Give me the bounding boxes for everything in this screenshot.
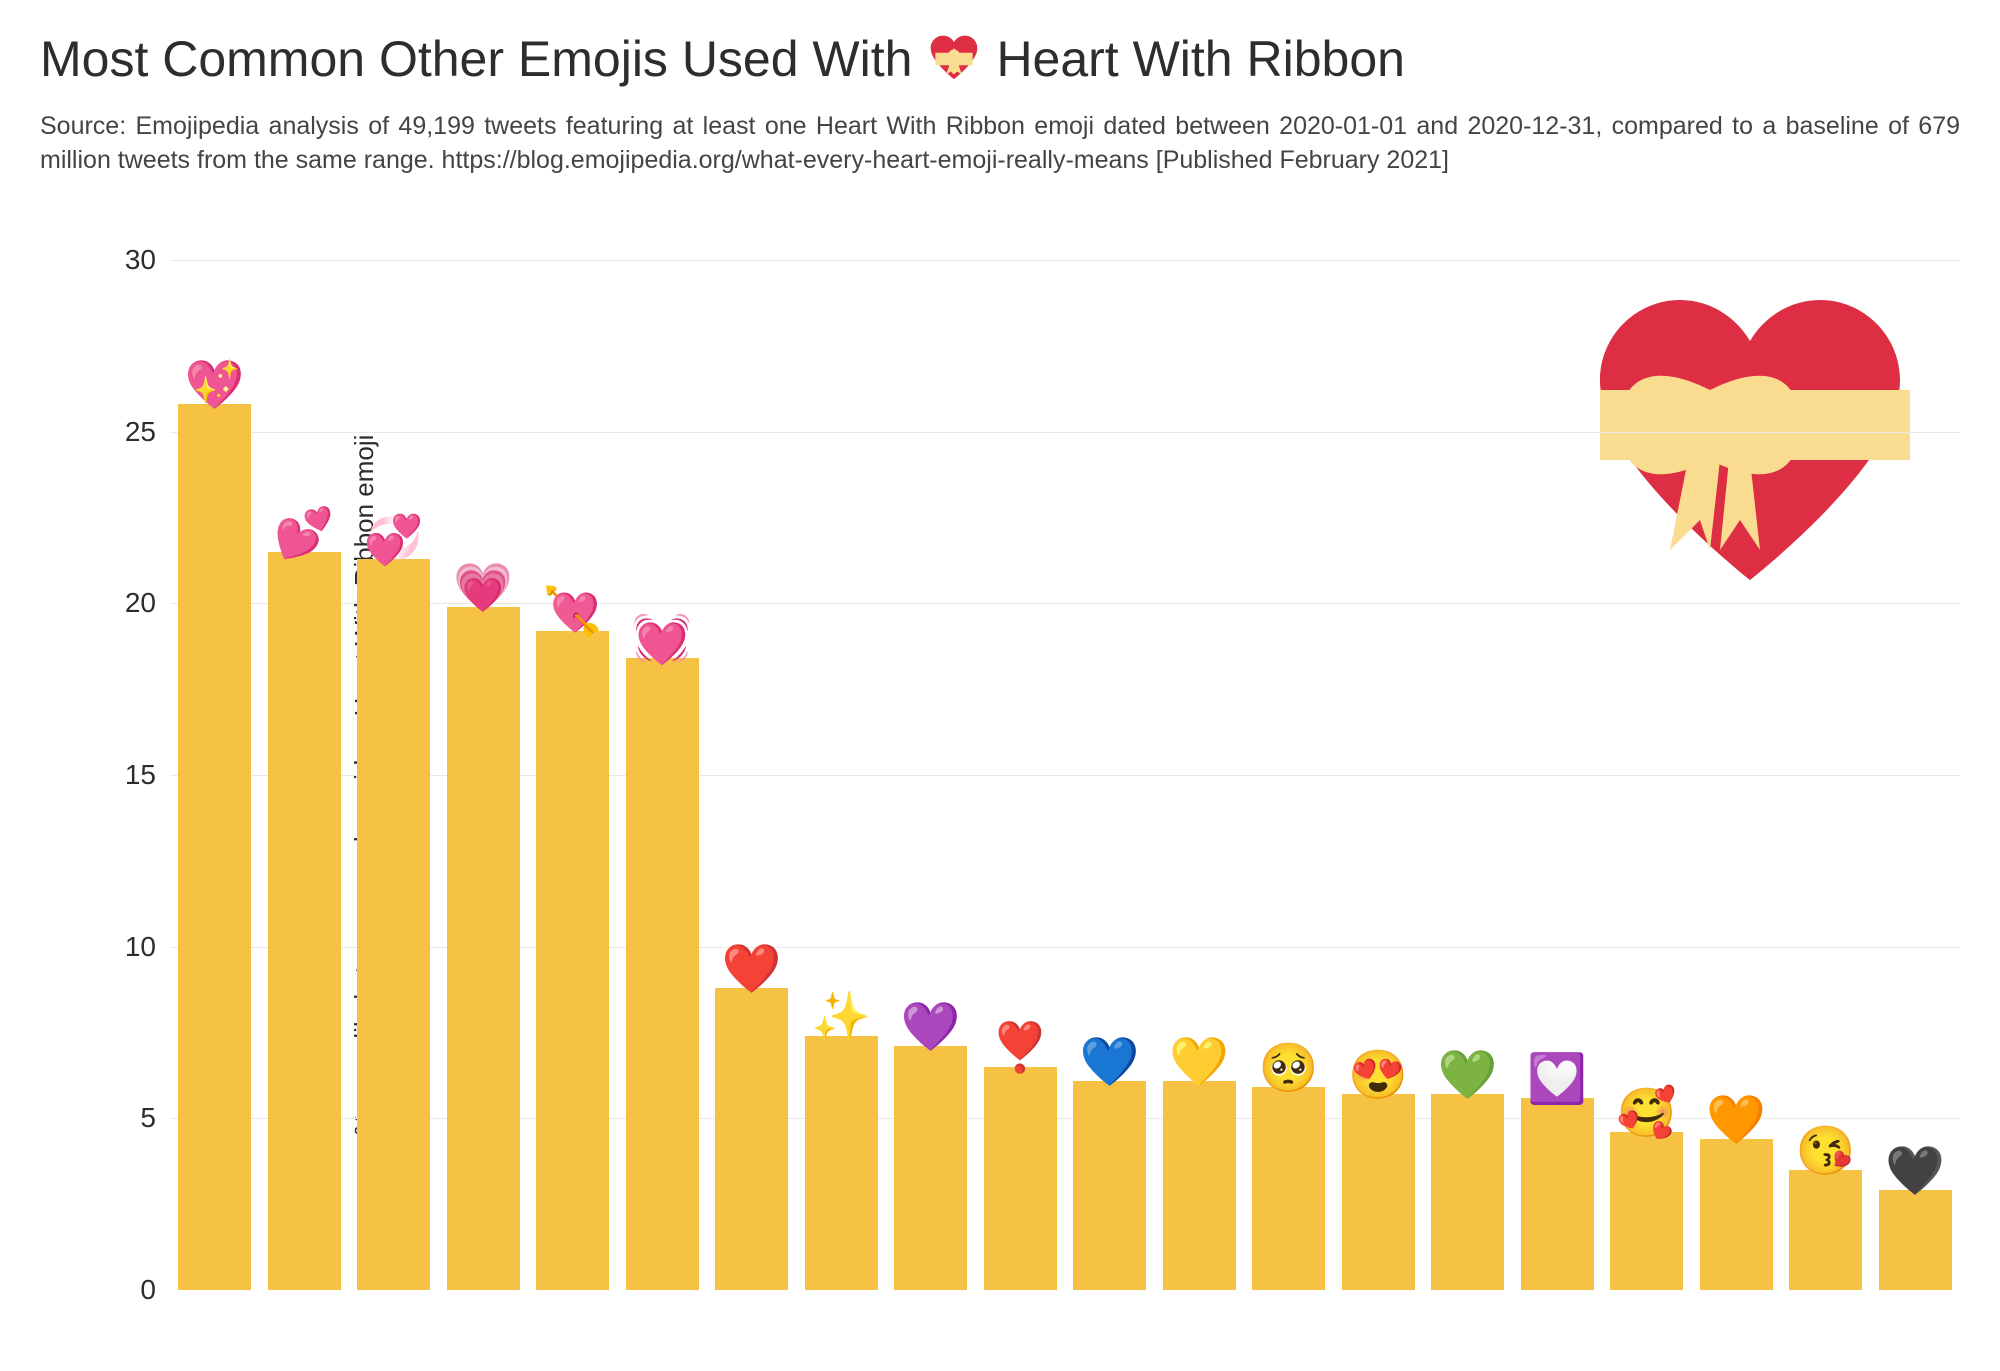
y-tick-label: 0 <box>140 1274 156 1306</box>
bar-heart-eyes-face: 😍 <box>1342 1094 1415 1290</box>
y-tick-label: 5 <box>140 1102 156 1134</box>
bar-purple-heart: 💜 <box>894 1046 967 1290</box>
bar-blue-heart: 💙 <box>1073 1081 1146 1290</box>
heart-eyes-face-icon: 😍 <box>1348 1052 1408 1100</box>
y-tick-label: 25 <box>125 416 156 448</box>
black-heart-icon: 🖤 <box>1885 1148 1945 1196</box>
bar-two-hearts: 💕 <box>268 552 341 1290</box>
bar-orange-heart: 🧡 <box>1700 1139 1773 1290</box>
gridline <box>170 947 1960 948</box>
purple-heart-icon: 💜 <box>901 1004 961 1052</box>
bar-revolving-hearts: 💞 <box>357 559 430 1290</box>
bar-yellow-heart: 💛 <box>1163 1081 1236 1290</box>
bar-black-heart: 🖤 <box>1879 1190 1952 1290</box>
face-blowing-a-kiss-icon: 😘 <box>1796 1128 1856 1176</box>
bar-pleading-face: 🥺 <box>1252 1087 1325 1290</box>
orange-heart-icon: 🧡 <box>1706 1097 1766 1145</box>
y-tick-label: 15 <box>125 759 156 791</box>
chart-area: % more likely to appear alongside a Hear… <box>40 250 1960 1320</box>
bar-beating-heart: 💓 <box>626 658 699 1290</box>
chart-title-row: Most Common Other Emojis Used With Heart… <box>40 30 1405 88</box>
bar-heart-decoration: 💟 <box>1521 1098 1594 1290</box>
sparkling-heart-icon: 💖 <box>185 362 245 410</box>
bar-green-heart: 💚 <box>1431 1094 1504 1290</box>
two-hearts-icon: 💕 <box>274 510 334 558</box>
smiling-face-with-hearts-icon: 🥰 <box>1617 1090 1677 1138</box>
heart-exclamation-icon: ❣️ <box>990 1025 1050 1073</box>
plot-region: 051015202530💖💕💞💗💘💓❤️✨💜❣️💙💛🥺😍💚💟🥰🧡😘🖤 <box>170 260 1960 1290</box>
bar-sparkles: ✨ <box>805 1036 878 1290</box>
hero-heart-with-ribbon-icon <box>1570 290 1930 595</box>
bar-red-heart: ❤️ <box>715 988 788 1290</box>
bar-smiling-face-with-hearts: 🥰 <box>1610 1132 1683 1290</box>
gridline <box>170 432 1960 433</box>
y-tick-label: 10 <box>125 931 156 963</box>
revolving-hearts-icon: 💞 <box>364 517 424 565</box>
yellow-heart-icon: 💛 <box>1169 1039 1229 1087</box>
beating-heart-icon: 💓 <box>632 616 692 664</box>
heart-decoration-icon: 💟 <box>1527 1056 1587 1104</box>
bar-heart-exclamation: ❣️ <box>984 1067 1057 1290</box>
bar-sparkling-heart: 💖 <box>178 404 251 1290</box>
bar-heart-with-arrow: 💘 <box>536 631 609 1290</box>
bar-growing-heart: 💗 <box>447 607 520 1290</box>
chart-subtitle: Source: Emojipedia analysis of 49,199 tw… <box>40 110 1960 178</box>
bar-face-blowing-a-kiss: 😘 <box>1789 1170 1862 1290</box>
gridline <box>170 260 1960 261</box>
blue-heart-icon: 💙 <box>1080 1039 1140 1087</box>
growing-heart-icon: 💗 <box>453 565 513 613</box>
sparkles-icon: ✨ <box>811 994 871 1042</box>
title-pre-text: Most Common Other Emojis Used With <box>40 30 912 88</box>
title-post-text: Heart With Ribbon <box>996 30 1405 88</box>
red-heart-icon: ❤️ <box>722 946 782 994</box>
heart-with-ribbon-icon <box>926 31 982 87</box>
green-heart-icon: 💚 <box>1438 1052 1498 1100</box>
gridline <box>170 603 1960 604</box>
heart-with-arrow-icon: 💘 <box>543 589 603 637</box>
y-tick-label: 30 <box>125 244 156 276</box>
gridline <box>170 775 1960 776</box>
pleading-face-icon: 🥺 <box>1259 1045 1319 1093</box>
y-tick-label: 20 <box>125 587 156 619</box>
gridline <box>170 1118 1960 1119</box>
